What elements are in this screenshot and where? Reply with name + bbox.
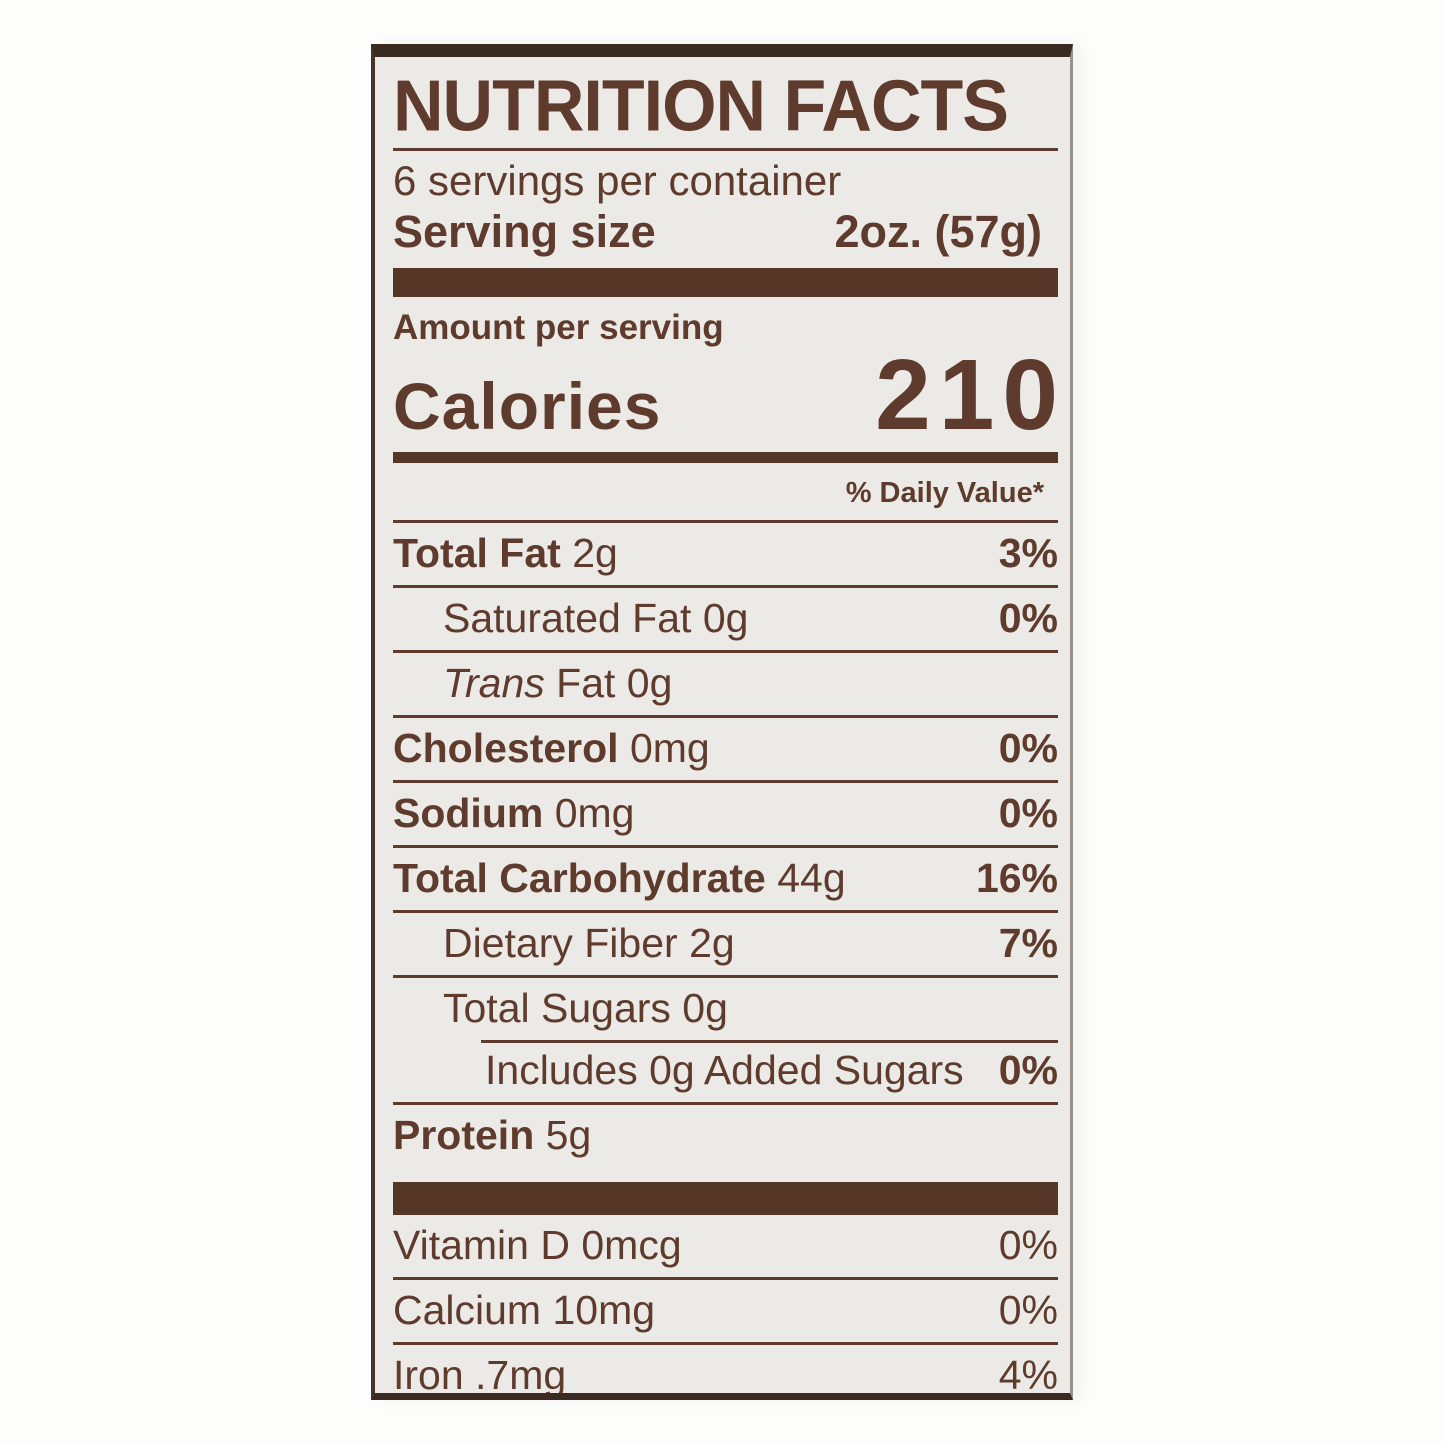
nutrient-name: Total Sugars bbox=[443, 985, 671, 1032]
nutrient-amount: 44g bbox=[765, 855, 846, 902]
nutrient-row: Sodium 0mg 0% bbox=[393, 780, 1058, 845]
nutrient-name: Saturated Fat bbox=[443, 595, 692, 642]
servings-per-container: 6 servings per container bbox=[393, 157, 842, 204]
nutrient-name: Total Fat bbox=[393, 530, 561, 577]
micronutrient-row: Calcium 10mg 0% bbox=[393, 1277, 1058, 1342]
micronutrient-rows: Vitamin D 0mcg 0% Calcium 10mg 0% Iron .7mg 4… bbox=[393, 1215, 1058, 1399]
nutrient-amount: 5g bbox=[534, 1112, 592, 1159]
nutrient-name: Trans Fat bbox=[443, 660, 616, 707]
micronutrient-row: Iron .7mg 4% bbox=[393, 1342, 1058, 1399]
nutrient-row: Total Fat 2g 3% bbox=[393, 520, 1058, 585]
nutrient-row: Saturated Fat 0g 0% bbox=[393, 585, 1058, 650]
nutrient-amount: 2g bbox=[677, 920, 735, 967]
nutrient-name: Iron .7mg bbox=[393, 1352, 567, 1399]
nutrient-amount: 0g bbox=[615, 660, 673, 707]
amount-per-serving-label: Amount per serving bbox=[393, 308, 724, 348]
nutrient-amount: 0g bbox=[670, 985, 728, 1032]
serving-size-value: 2oz. (57g) bbox=[834, 206, 1042, 258]
nutrient-name: Total Carbohydrate bbox=[393, 855, 766, 902]
nutrient-name: Includes 0g Added Sugars bbox=[485, 1047, 964, 1094]
nutrient-row: Total Sugars 0g bbox=[393, 975, 1058, 1040]
nutrient-row: Total Carbohydrate 44g 16% bbox=[393, 845, 1058, 910]
nutrient-row: Dietary Fiber 2g 7% bbox=[393, 910, 1058, 975]
serving-size-row: Serving size 2oz. (57g) bbox=[393, 206, 1058, 258]
nutrient-daily-value: 0% bbox=[998, 1047, 1058, 1094]
nutrient-row: Cholesterol 0mg 0% bbox=[393, 715, 1058, 780]
nutrient-daily-value: 16% bbox=[975, 855, 1058, 902]
nutrient-name: Dietary Fiber bbox=[443, 920, 678, 967]
nutrient-name: Sodium bbox=[393, 790, 544, 837]
nutrient-amount: 0g bbox=[691, 595, 749, 642]
medium-separator-bar bbox=[393, 452, 1058, 464]
nutrient-daily-value: 4% bbox=[998, 1352, 1058, 1399]
indented-separator bbox=[481, 1040, 1058, 1044]
serving-size-label: Serving size bbox=[393, 206, 656, 258]
nutrient-row: Includes 0g Added Sugars 0% bbox=[393, 1040, 1058, 1102]
nutrient-rows: Total Fat 2g 3% Saturated Fat 0g 0% Trans Fa… bbox=[393, 520, 1058, 1182]
micronutrient-row: Vitamin D 0mcg 0% bbox=[393, 1215, 1058, 1277]
nutrient-daily-value: 7% bbox=[998, 920, 1058, 967]
nutrient-daily-value: 0% bbox=[998, 1222, 1058, 1269]
nutrient-daily-value: 0% bbox=[998, 725, 1058, 772]
nutrient-daily-value: 3% bbox=[998, 530, 1058, 577]
nutrient-daily-value: 0% bbox=[998, 595, 1058, 642]
calories-row: Calories 210 bbox=[393, 345, 1058, 445]
nutrient-name: Protein bbox=[393, 1112, 535, 1159]
nutrition-facts-label: NUTRITION FACTS 6 servings per container… bbox=[371, 44, 1073, 1400]
nutrient-name: Cholesterol bbox=[393, 725, 619, 772]
daily-value-header: % Daily Value* bbox=[845, 477, 1044, 510]
nutrient-row: Protein 5g bbox=[393, 1102, 1058, 1182]
thick-separator-bar bbox=[393, 1182, 1058, 1216]
nutrient-amount: 0mg bbox=[543, 790, 635, 837]
nutrient-daily-value: 0% bbox=[998, 790, 1058, 837]
thick-separator-bar bbox=[393, 268, 1058, 298]
nutrient-amount: 2g bbox=[560, 530, 618, 577]
title-rule bbox=[393, 148, 1058, 151]
label-title: NUTRITION FACTS bbox=[393, 64, 1009, 146]
calories-label: Calories bbox=[393, 368, 662, 443]
nutrient-name: Vitamin D 0mcg bbox=[393, 1222, 682, 1269]
nutrient-daily-value: 0% bbox=[998, 1287, 1058, 1334]
calories-value: 210 bbox=[875, 338, 1066, 451]
nutrient-row: Trans Fat 0g bbox=[393, 650, 1058, 715]
nutrient-name: Calcium 10mg bbox=[393, 1287, 656, 1334]
nutrient-amount: 0mg bbox=[618, 725, 710, 772]
